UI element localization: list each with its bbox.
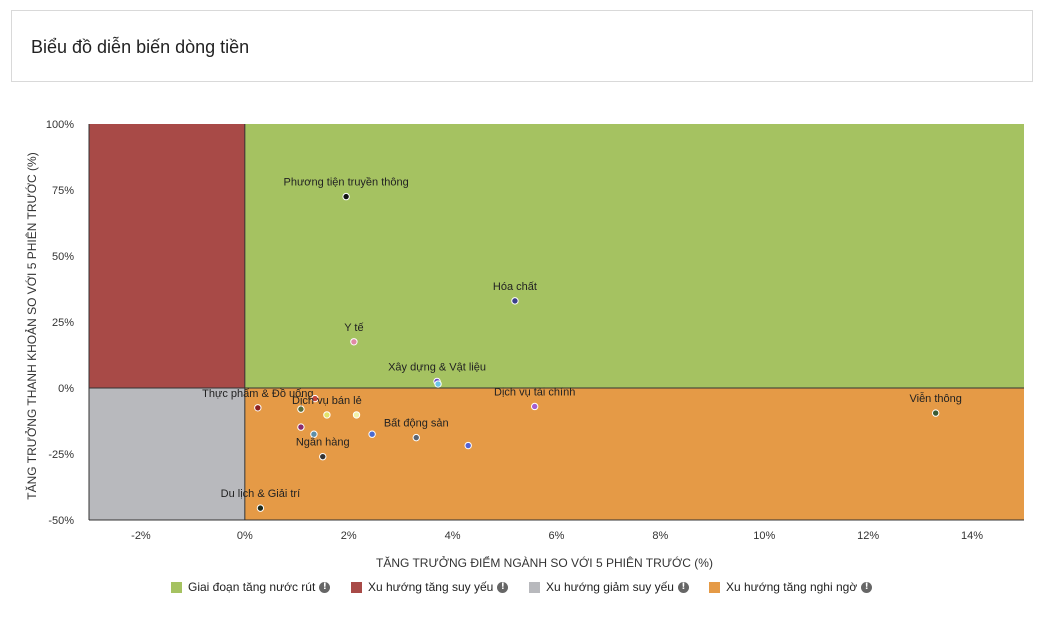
legend-swatch: [709, 581, 720, 593]
data-point: [256, 504, 265, 512]
data-label: Viễn thông: [909, 392, 961, 405]
x-tick-label: 6%: [549, 530, 565, 542]
x-tick-label: 4%: [445, 530, 461, 542]
quadrant-bottom-left: [89, 388, 245, 520]
data-point: [434, 380, 442, 388]
data-point: [297, 405, 305, 413]
y-tick-label: -25%: [48, 449, 74, 461]
info-icon[interactable]: !: [677, 581, 689, 593]
data-point: [310, 430, 318, 438]
data-point: [352, 411, 361, 419]
legend-swatch: [529, 581, 540, 593]
y-tick-label: 0%: [58, 383, 74, 395]
data-point: [368, 430, 376, 438]
data-point: [319, 452, 327, 461]
legend-label: Xu hướng tăng suy yếu: [368, 580, 494, 594]
data-label: Dịch vụ tài chính: [494, 386, 575, 398]
x-tick-label: 14%: [961, 530, 983, 542]
chart-legend: Giai đoạn tăng nước rút! Xu hướng tăng su…: [0, 578, 1053, 598]
y-tick-label: 75%: [52, 185, 74, 197]
data-label: Xây dựng & Vật liệu: [388, 361, 486, 373]
data-point: [931, 409, 940, 417]
legend-item[interactable]: Xu hướng tăng nghi ngờ!: [709, 578, 873, 596]
data-point: [311, 394, 319, 403]
chart-title-card: Biểu đồ diễn biến dòng tiền: [11, 10, 1033, 82]
page-title: Biểu đồ diễn biến dòng tiền: [31, 37, 250, 57]
x-tick-label: 0%: [237, 530, 253, 542]
y-axis-label: TĂNG TRƯỞNG THANH KHOẢN SO VỚI 5 PHIÊN T…: [24, 152, 39, 499]
data-label: Phương tiện truyền thông: [283, 177, 408, 189]
data-point: [412, 433, 420, 442]
data-label: Thực phẩm & Đồ uống: [202, 388, 313, 400]
data-point: [511, 297, 519, 305]
x-tick-label: 12%: [857, 530, 879, 542]
info-icon[interactable]: !: [861, 581, 873, 593]
x-axis-label: TĂNG TRƯỞNG ĐIỂM NGÀNH SO VỚI 5 PHIÊN TR…: [376, 555, 713, 570]
info-icon[interactable]: !: [319, 581, 331, 593]
data-point: [323, 411, 331, 419]
info-icon[interactable]: !: [497, 581, 509, 593]
quadrant-top-left: [89, 124, 245, 388]
data-label: Y tế: [344, 322, 363, 334]
x-tick-label: 10%: [753, 530, 775, 542]
quadrant-bottom-right: [244, 388, 1025, 520]
data-point: [350, 338, 358, 346]
flow-scatter-chart: -2% 0% 2% 4% 6% 8% 10% 12% 14% 100% 75% 50% 25% 0% -25…: [24, 119, 1025, 570]
y-tick-label: 50%: [52, 251, 74, 263]
y-tick-label: -50%: [48, 515, 74, 527]
x-tick-label: 2%: [341, 530, 357, 542]
data-label: Hóa chất: [493, 281, 537, 293]
legend-item[interactable]: Xu hướng tăng suy yếu!: [351, 578, 509, 596]
data-label: Bất động sản: [384, 418, 449, 430]
data-point: [464, 441, 472, 450]
legend-label: Xu hướng tăng nghi ngờ: [726, 580, 858, 594]
data-point: [342, 192, 350, 201]
legend-item[interactable]: Xu hướng giảm suy yếu!: [529, 578, 689, 596]
x-tick-label: -2%: [131, 530, 151, 542]
data-point: [297, 423, 305, 431]
data-label: Dịch vụ bán lẻ: [292, 395, 362, 407]
legend-swatch: [171, 581, 182, 593]
legend-swatch: [351, 581, 362, 593]
x-tick-label: 8%: [652, 530, 668, 542]
legend-label: Giai đoạn tăng nước rút: [188, 580, 316, 594]
quadrant-top-right: [244, 124, 1025, 388]
data-point: [254, 404, 262, 412]
y-tick-label: 100%: [46, 119, 74, 131]
y-tick-label: 25%: [52, 317, 74, 329]
legend-label: Xu hướng giảm suy yếu: [546, 580, 674, 594]
legend-item[interactable]: Giai đoạn tăng nước rút!: [171, 578, 331, 596]
data-label: Ngân hàng: [296, 437, 350, 449]
data-point: [530, 402, 539, 411]
data-label: Du lịch & Giải trí: [221, 488, 300, 500]
